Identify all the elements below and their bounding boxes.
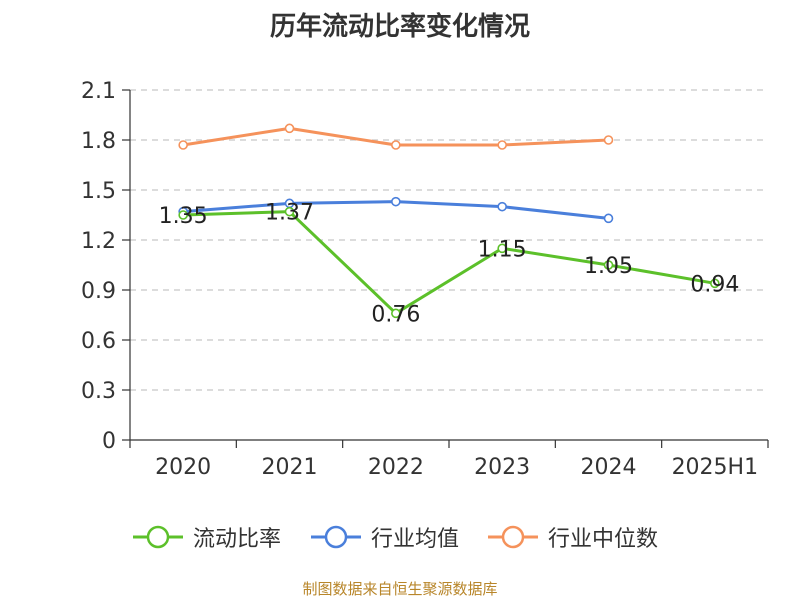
y-tick-label: 1.2 [81,229,116,254]
data-label: 1.05 [584,254,633,279]
legend-label: 行业中位数 [548,527,659,552]
legend-label: 流动比率 [193,527,282,552]
x-tick-label: 2025H1 [672,455,759,480]
y-tick-label: 0.9 [81,279,116,304]
x-tick-label: 2022 [368,455,424,480]
x-tick-label: 2024 [581,455,637,480]
data-label: 0.76 [371,302,420,327]
grid-lines [130,89,768,391]
data-point [391,196,401,207]
data-point [178,140,188,150]
series-line [183,210,716,315]
source-note: 制图数据来自恒生聚源数据库 [302,580,498,598]
legend-item[interactable]: 行业中位数 [488,519,658,555]
data-label: 1.15 [478,237,527,262]
axes: 0 0.3 0.6 0.9 1.2 1.5 1.8 2.1 2020 2021 2022 2023 20… [81,79,769,480]
y-tick-label: 0.3 [81,379,116,404]
series-lines [178,123,720,319]
legend: 流动比率 行业均值 行业中位数 [0,519,800,555]
x-tick-label: 2021 [262,455,318,480]
x-tick-label: 2020 [155,455,211,480]
legend-item[interactable]: 行业均值 [311,519,459,555]
y-tick-label: 1.5 [81,179,116,204]
data-point [178,210,188,220]
data-label: 0.94 [690,272,739,297]
data-point [710,278,720,289]
data-point [603,135,614,145]
y-tick-label: 1.8 [81,129,116,154]
data-point [603,213,614,224]
legend-item[interactable]: 流动比率 [133,519,281,555]
legend-label: 行业均值 [371,527,460,552]
data-labels: 1.35 1.37 0.76 1.15 1.05 0.94 [159,201,740,328]
chart-title: 历年流动比率变化情况 [269,12,530,42]
y-tick-label: 0.6 [81,329,116,354]
y-tick-label: 2.1 [81,79,116,104]
data-point [603,260,614,270]
data-point [391,308,401,319]
legend-marker-icon [488,525,538,549]
x-tick-label: 2023 [474,455,530,480]
data-point [497,140,507,150]
data-point [284,206,295,217]
data-label: 1.35 [159,204,208,229]
legend-marker-icon [311,525,361,549]
data-point [497,243,507,254]
data-label: 1.37 [265,201,314,226]
data-point [497,201,507,212]
legend-marker-icon [133,525,183,549]
data-point [284,123,295,134]
data-point [391,140,401,150]
y-tick-label: 0 [102,429,116,454]
